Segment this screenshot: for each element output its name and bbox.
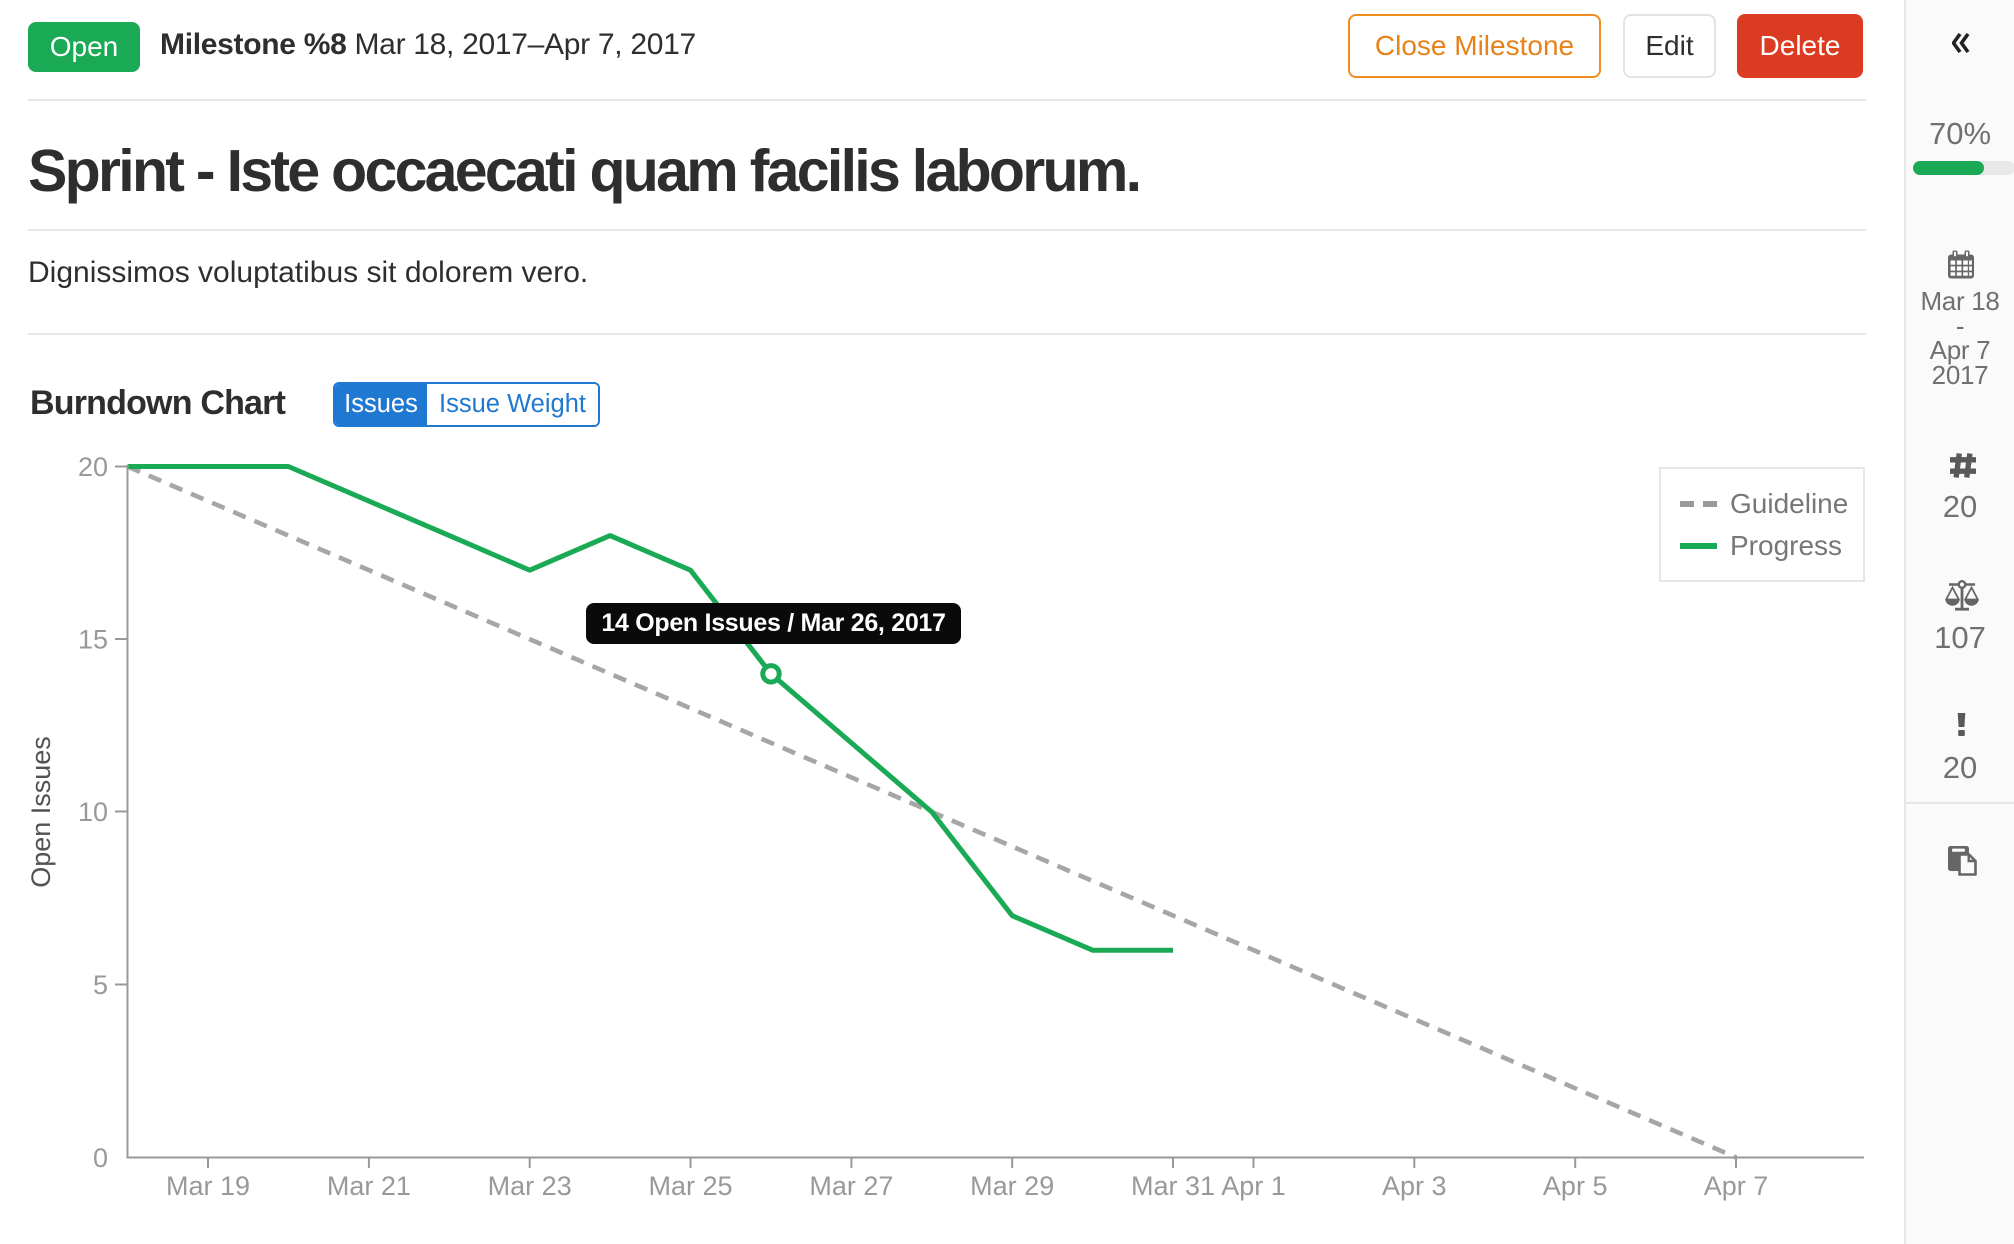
svg-text:5: 5 (93, 970, 108, 1000)
svg-text:Mar 21: Mar 21 (327, 1171, 411, 1201)
svg-text:20: 20 (78, 452, 108, 482)
svg-text:Apr 5: Apr 5 (1543, 1171, 1608, 1201)
svg-text:Mar 27: Mar 27 (809, 1171, 893, 1201)
svg-text:Mar 19: Mar 19 (166, 1171, 250, 1201)
svg-text:Mar 29: Mar 29 (970, 1171, 1054, 1201)
svg-text:Guideline: Guideline (1730, 488, 1848, 519)
svg-text:Mar 31: Mar 31 (1131, 1171, 1215, 1201)
svg-text:Apr 3: Apr 3 (1382, 1171, 1447, 1201)
svg-text:Progress: Progress (1730, 530, 1842, 561)
svg-text:Open Issues: Open Issues (26, 736, 56, 888)
svg-text:Apr 7: Apr 7 (1704, 1171, 1769, 1201)
svg-text:0: 0 (93, 1143, 108, 1173)
svg-text:Apr 1: Apr 1 (1221, 1171, 1286, 1201)
svg-text:Mar 23: Mar 23 (488, 1171, 572, 1201)
svg-text:Mar 25: Mar 25 (648, 1171, 732, 1201)
svg-text:15: 15 (78, 625, 108, 655)
svg-text:10: 10 (78, 797, 108, 827)
